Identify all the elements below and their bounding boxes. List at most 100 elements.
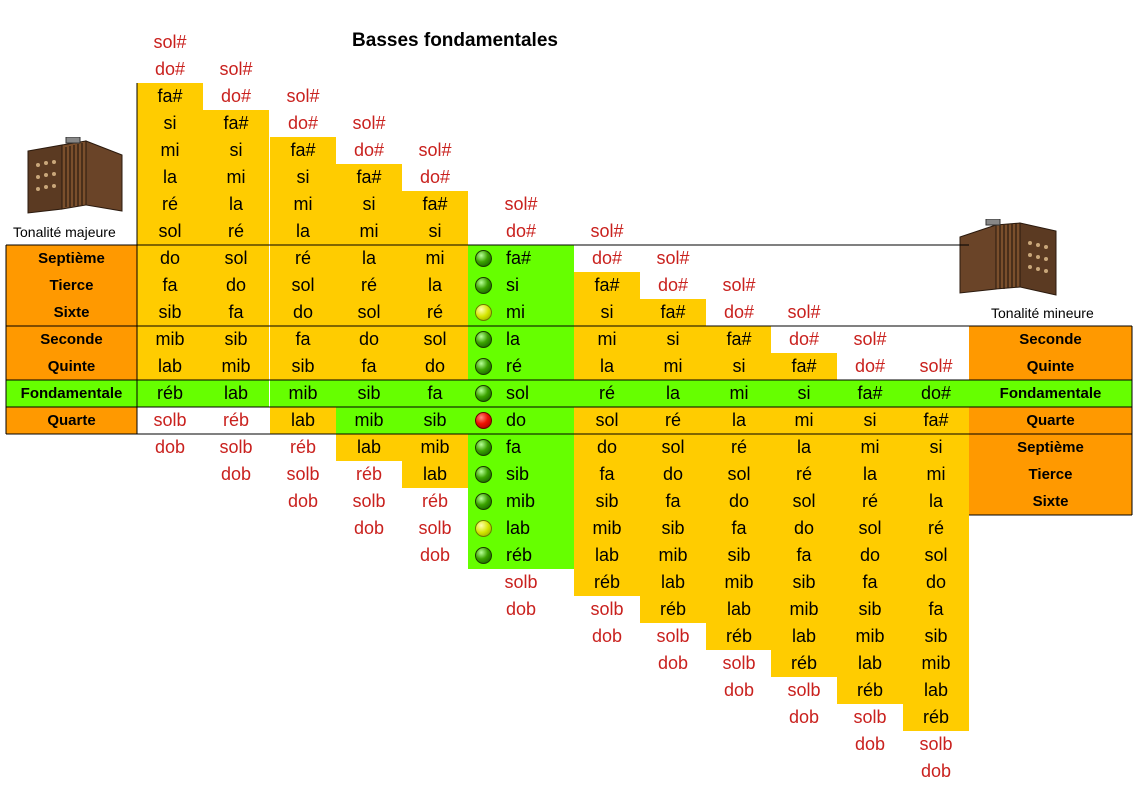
note-cell: lab bbox=[402, 461, 468, 488]
button-marker-icon bbox=[475, 412, 492, 429]
note-cell: mib bbox=[402, 434, 468, 461]
note-cell: solb bbox=[837, 704, 903, 731]
note-cell: la bbox=[903, 488, 969, 515]
note-cell: sol bbox=[706, 461, 772, 488]
row-label-right: Sixte bbox=[969, 488, 1132, 515]
note-cell: mib bbox=[270, 380, 336, 407]
button-marker-icon bbox=[475, 304, 492, 321]
note-cell: do bbox=[468, 407, 574, 434]
note-cell: si bbox=[903, 434, 969, 461]
note-cell: la bbox=[574, 353, 640, 380]
note-cell: mib bbox=[706, 569, 772, 596]
button-marker-icon bbox=[475, 250, 492, 267]
row-label-left: Septième bbox=[6, 245, 137, 272]
note-cell: sol bbox=[468, 380, 574, 407]
note-cell: fa bbox=[203, 299, 269, 326]
note-cell: si bbox=[336, 191, 402, 218]
note-cell: solb bbox=[706, 650, 772, 677]
note-cell: sol# bbox=[574, 218, 640, 245]
note-cell: solb bbox=[203, 434, 269, 461]
row-label-left: Fondamentale bbox=[6, 380, 137, 407]
note-cell: dob bbox=[203, 461, 269, 488]
note-cell: sol bbox=[837, 515, 903, 542]
note-cell: fa# bbox=[903, 407, 969, 434]
note-cell: si bbox=[468, 272, 574, 299]
note-cell: fa# bbox=[137, 83, 203, 110]
note-cell: dob bbox=[837, 731, 903, 758]
note-cell: si bbox=[706, 353, 772, 380]
note-cell: sol bbox=[336, 299, 402, 326]
note-cell: si bbox=[574, 299, 640, 326]
note-cell: fa bbox=[574, 461, 640, 488]
note-cell: do bbox=[203, 272, 269, 299]
note-cell: lab bbox=[336, 434, 402, 461]
note-cell: si bbox=[203, 137, 269, 164]
note-cell: fa# bbox=[402, 191, 468, 218]
note-cell: do bbox=[706, 488, 772, 515]
note-cell: do# bbox=[336, 137, 402, 164]
note-cell: mi bbox=[270, 191, 336, 218]
note-cell: do bbox=[771, 515, 837, 542]
note-cell: sol bbox=[270, 272, 336, 299]
note-cell: solb bbox=[574, 596, 640, 623]
note-cell: solb bbox=[640, 623, 706, 650]
note-cell: do bbox=[137, 245, 203, 272]
note-cell: la bbox=[468, 326, 574, 353]
note-cell: sol# bbox=[336, 110, 402, 137]
note-cell: ré bbox=[771, 461, 837, 488]
note-cell: ré bbox=[137, 191, 203, 218]
minor-key-caption: Tonalité mineure bbox=[991, 305, 1094, 321]
page-title: Basses fondamentales bbox=[352, 30, 558, 51]
note-cell: fa# bbox=[336, 164, 402, 191]
note-cell: mib bbox=[203, 353, 269, 380]
row-label-left: Tierce bbox=[6, 272, 137, 299]
note-cell: sib bbox=[640, 515, 706, 542]
note-cell: fa bbox=[402, 380, 468, 407]
note-cell: lab bbox=[640, 569, 706, 596]
row-label-right: Quinte bbox=[969, 353, 1132, 380]
note-cell: fa bbox=[468, 434, 574, 461]
note-cell: réb bbox=[137, 380, 203, 407]
note-cell: do bbox=[270, 299, 336, 326]
note-cell: fa# bbox=[468, 245, 574, 272]
note-cell: mi bbox=[203, 164, 269, 191]
bass-grid: Basses fondamentales Tonalité majeure bbox=[5, 30, 1133, 781]
note-cell: sib bbox=[903, 623, 969, 650]
note-cell: mi bbox=[640, 353, 706, 380]
note-cell: sol# bbox=[771, 299, 837, 326]
note-cell: dob bbox=[574, 623, 640, 650]
note-cell: fa bbox=[903, 596, 969, 623]
note-cell: do# bbox=[640, 272, 706, 299]
row-label-right: Septième bbox=[969, 434, 1132, 461]
note-cell: si bbox=[837, 407, 903, 434]
note-cell: la bbox=[336, 245, 402, 272]
note-cell: solb bbox=[402, 515, 468, 542]
row-label-right: Quarte bbox=[969, 407, 1132, 434]
note-cell: sib bbox=[270, 353, 336, 380]
note-cell: mi bbox=[468, 299, 574, 326]
button-marker-icon bbox=[475, 520, 492, 537]
note-cell: si bbox=[640, 326, 706, 353]
note-cell: la bbox=[203, 191, 269, 218]
note-cell: dob bbox=[336, 515, 402, 542]
note-cell: do# bbox=[837, 353, 903, 380]
note-cell: dob bbox=[706, 677, 772, 704]
note-cell: do bbox=[574, 434, 640, 461]
note-cell: do# bbox=[402, 164, 468, 191]
note-cell: dob bbox=[137, 434, 203, 461]
note-cell: sib bbox=[402, 407, 468, 434]
note-cell: lab bbox=[837, 650, 903, 677]
note-cell: lab bbox=[270, 407, 336, 434]
note-cell: fa# bbox=[706, 326, 772, 353]
button-marker-icon bbox=[475, 439, 492, 456]
note-cell: ré bbox=[837, 488, 903, 515]
note-cell: fa bbox=[336, 353, 402, 380]
note-cell: mi bbox=[706, 380, 772, 407]
row-label-left: Quarte bbox=[6, 407, 137, 434]
note-cell: si bbox=[137, 110, 203, 137]
note-cell: sib bbox=[574, 488, 640, 515]
note-cell: mib bbox=[336, 407, 402, 434]
note-cell: sib bbox=[706, 542, 772, 569]
note-cell: réb bbox=[771, 650, 837, 677]
note-cell: sol# bbox=[402, 137, 468, 164]
